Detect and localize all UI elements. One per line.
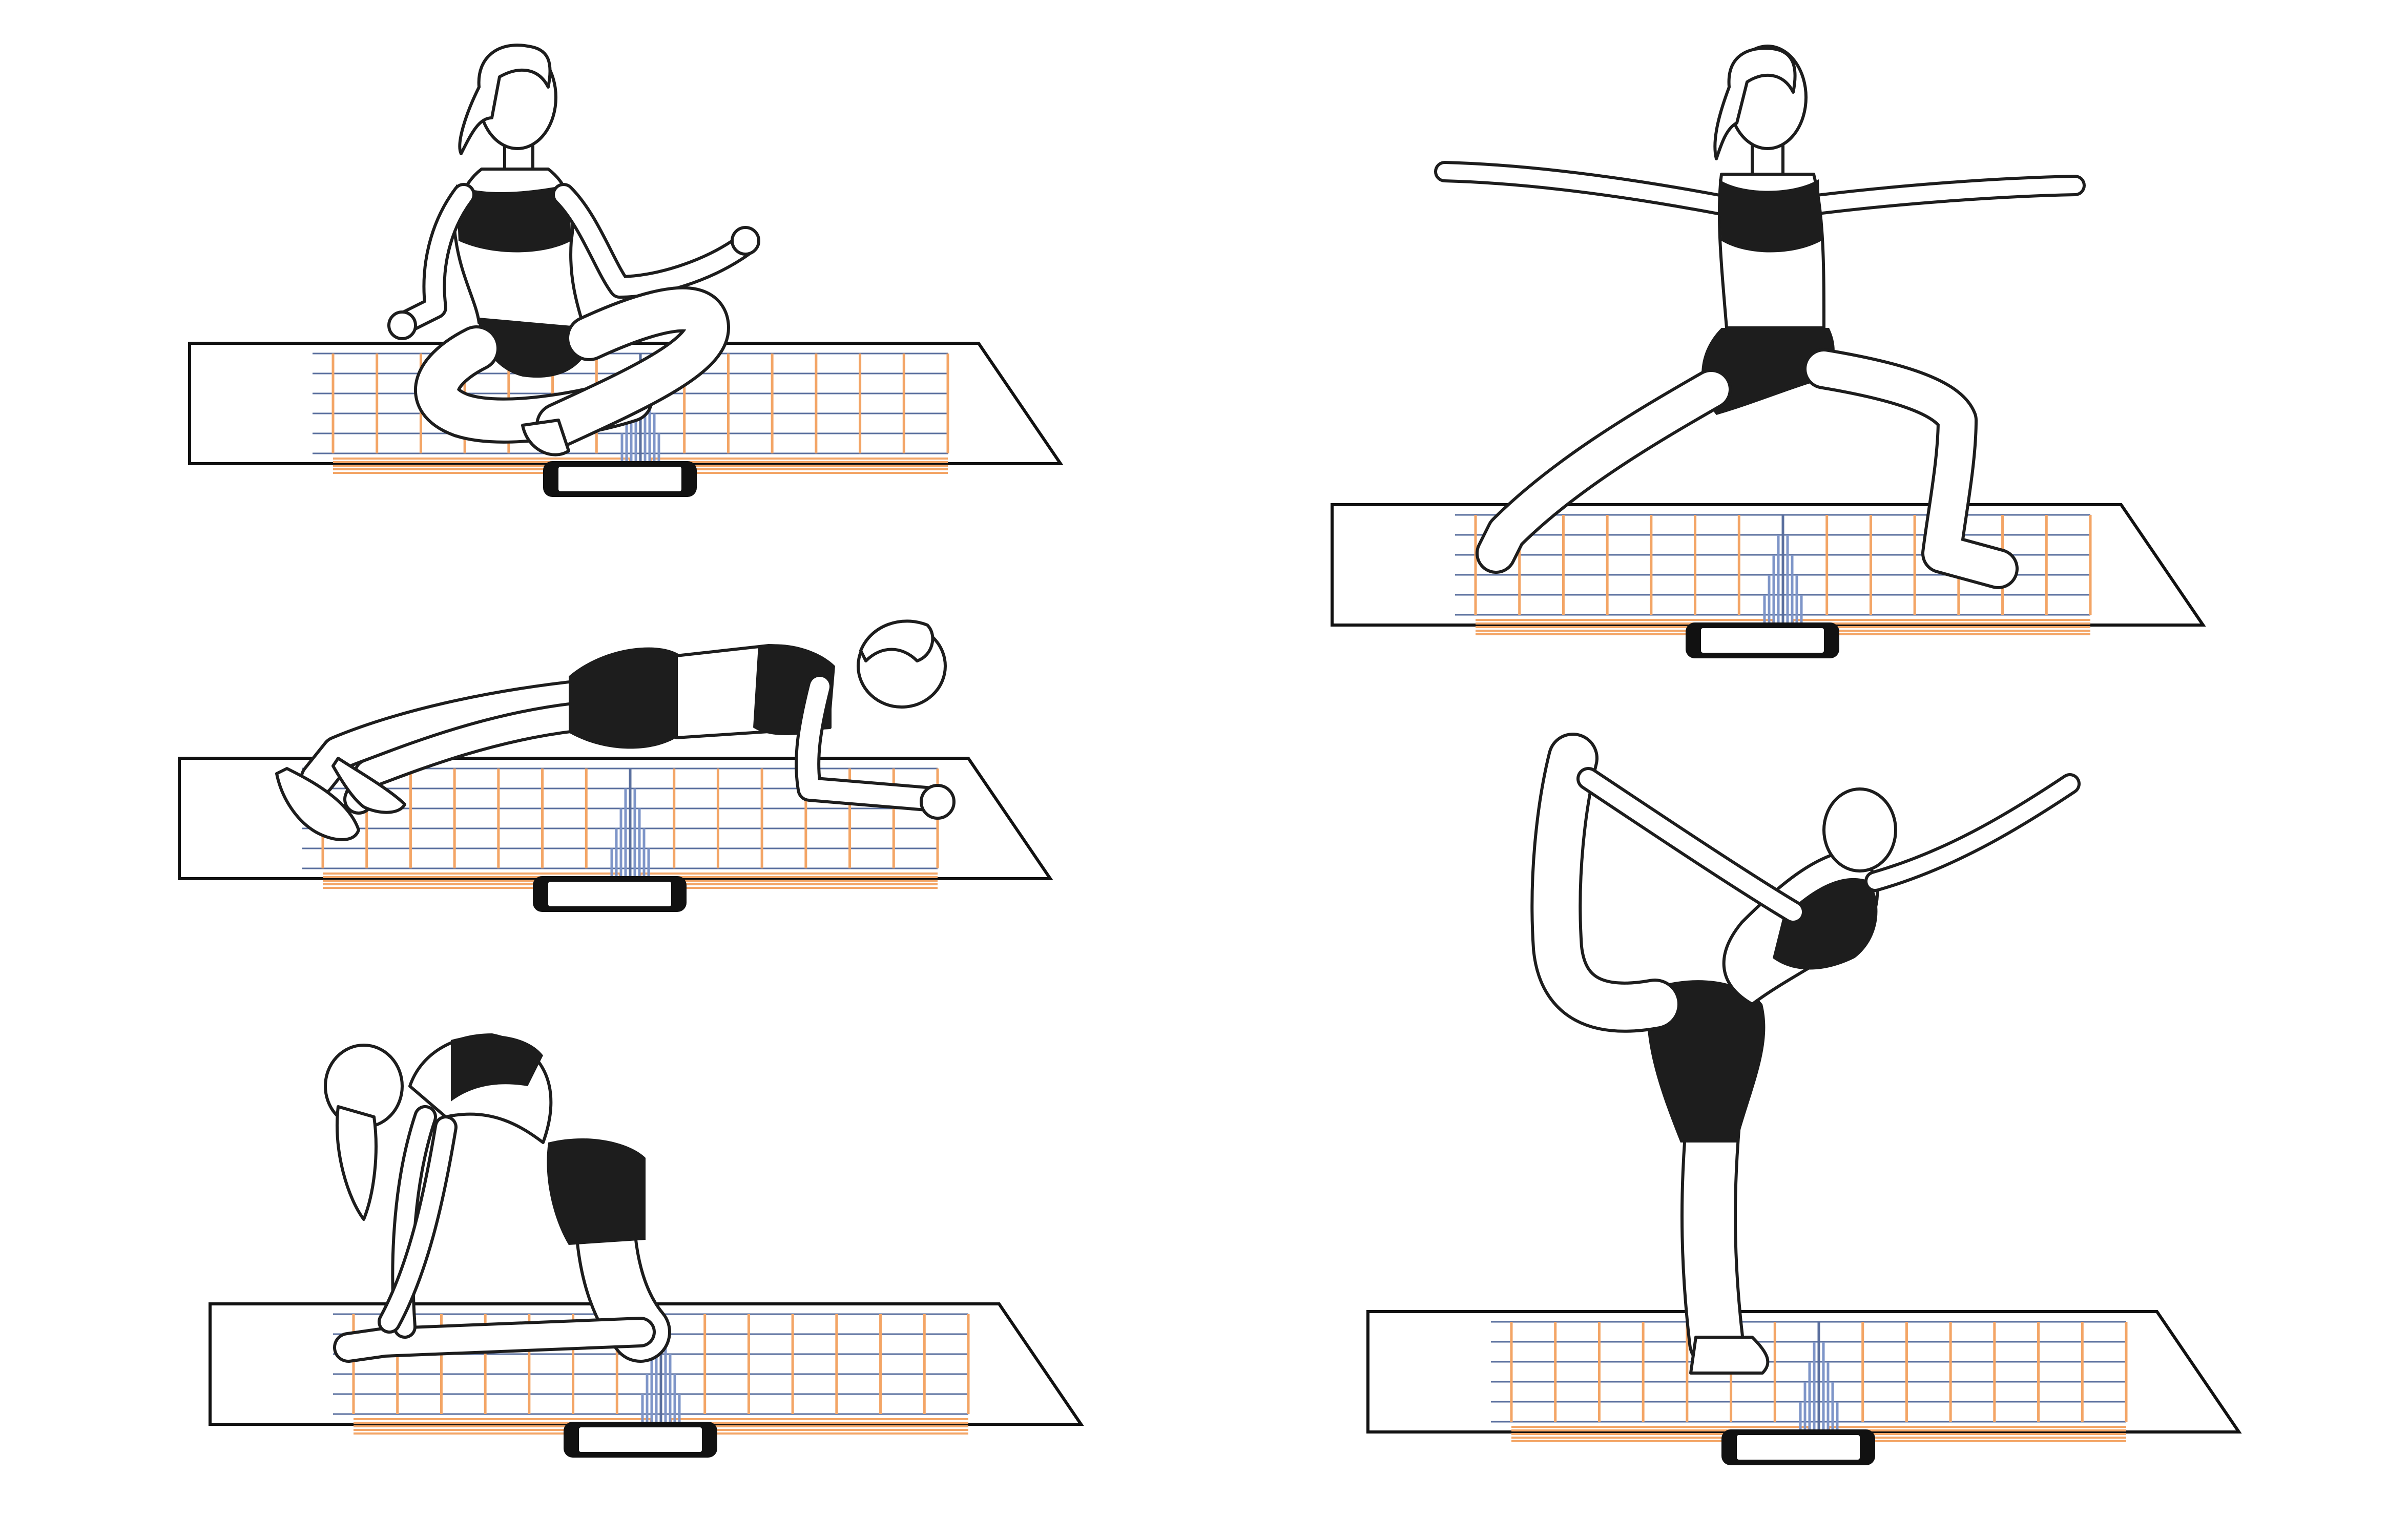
phone-screen	[1701, 628, 1824, 653]
trace-right	[1846, 1437, 2126, 1452]
trace-right	[668, 468, 948, 484]
trace-right	[1811, 630, 2090, 646]
plank-figure	[275, 619, 956, 841]
phone-device	[543, 461, 697, 497]
mat-outline	[1331, 503, 2206, 627]
dancer-figure	[1530, 733, 2081, 1375]
phone-screen	[548, 882, 671, 906]
phone-screen	[579, 1427, 702, 1452]
phone-device	[1721, 1429, 1875, 1465]
phone-screen	[1737, 1435, 1860, 1460]
trace-right	[1817, 633, 2090, 646]
warrior-figure	[1434, 45, 2086, 589]
mat-outline	[1366, 1310, 2242, 1434]
trace-right	[689, 1429, 968, 1445]
seated-figure	[387, 44, 760, 456]
sensor-mat	[1366, 1310, 2242, 1452]
trace-right	[664, 887, 938, 899]
phone-device	[533, 876, 687, 912]
panel-warrior	[1331, 45, 2206, 658]
trace-right	[674, 472, 948, 484]
phone-device	[564, 1422, 717, 1458]
panel-plank	[178, 619, 1053, 912]
trace-right	[1853, 1440, 2126, 1452]
trace-right	[695, 1432, 968, 1445]
phone-screen	[558, 467, 681, 491]
panel-camel	[209, 1033, 1084, 1458]
trace-right	[658, 883, 938, 899]
panel-seated-lotus	[188, 44, 1064, 497]
camel-figure	[324, 1033, 671, 1363]
panel-dancer	[1366, 733, 2242, 1465]
phone-device	[1686, 622, 1839, 658]
